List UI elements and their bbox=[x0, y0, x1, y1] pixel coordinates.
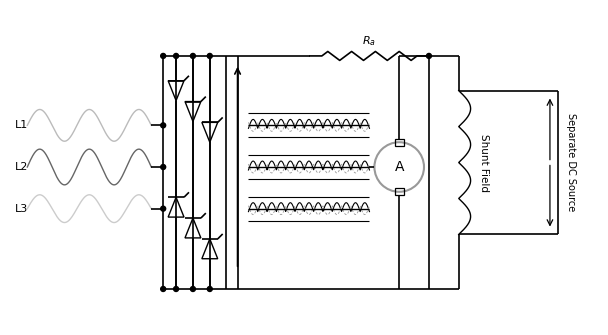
Circle shape bbox=[190, 54, 195, 58]
Text: L1: L1 bbox=[15, 120, 28, 130]
Circle shape bbox=[426, 54, 432, 58]
Circle shape bbox=[161, 54, 165, 58]
Circle shape bbox=[161, 123, 165, 128]
Text: Shunt Field: Shunt Field bbox=[478, 134, 489, 192]
Circle shape bbox=[174, 286, 179, 291]
Circle shape bbox=[161, 164, 165, 170]
Circle shape bbox=[161, 206, 165, 211]
Text: $R_a$: $R_a$ bbox=[362, 34, 376, 48]
Circle shape bbox=[174, 54, 179, 58]
Text: L2: L2 bbox=[15, 162, 28, 172]
Text: A: A bbox=[395, 160, 404, 174]
Circle shape bbox=[207, 54, 212, 58]
Text: Separate DC Source: Separate DC Source bbox=[566, 114, 576, 212]
Circle shape bbox=[190, 286, 195, 291]
Text: L3: L3 bbox=[15, 204, 28, 214]
Circle shape bbox=[161, 286, 165, 291]
Circle shape bbox=[207, 286, 212, 291]
